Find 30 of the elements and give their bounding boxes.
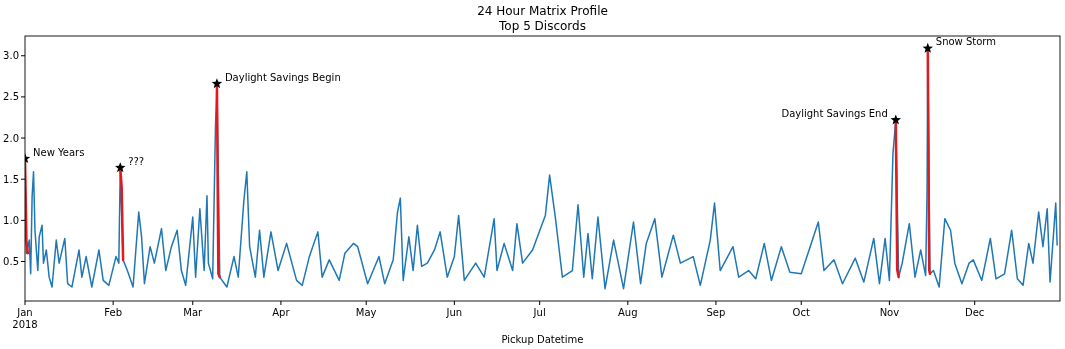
y-tick-label: 3.0 [3,50,19,62]
x-tick-label: May [355,307,377,318]
annotation: New Years [33,146,85,158]
y-tick-label: 0.5 [3,256,19,267]
annotation: Daylight Savings Begin [224,71,341,83]
y-tick-label: 1.5 [3,173,19,185]
x-tick-label: Jan 2018 [12,307,38,330]
x-tick-label: Feb [104,307,122,318]
annotation: Daylight Savings End [781,107,888,119]
point [922,42,934,53]
x-tick-label: Sep [706,307,726,318]
x-tick-label: Apr [272,307,291,318]
point [890,114,902,125]
x-tick-label: Nov [879,307,900,318]
x-tick-label: Jul [532,307,546,318]
chart-title: 24 Hour Matrix Profile [477,4,608,18]
y-tick-label: 1.0 [3,214,19,226]
x-axis-title: Pickup Datetime [501,334,584,345]
x-tick-label: Aug [618,307,638,318]
point [115,162,126,173]
x-tick-label: Oct [792,307,810,318]
y-tick-label: 2.0 [3,132,19,144]
x-tick-label: Jun [445,307,463,318]
point [211,78,223,89]
y-tick-label: 2.5 [3,91,19,103]
annotation: ??? [128,155,145,167]
x-tick-label: Mar [183,307,204,318]
chart-subtitle: Top 5 Discords [498,19,586,33]
annotation: Snow Storm [935,36,997,48]
x-tick-label: Dec [965,307,985,318]
